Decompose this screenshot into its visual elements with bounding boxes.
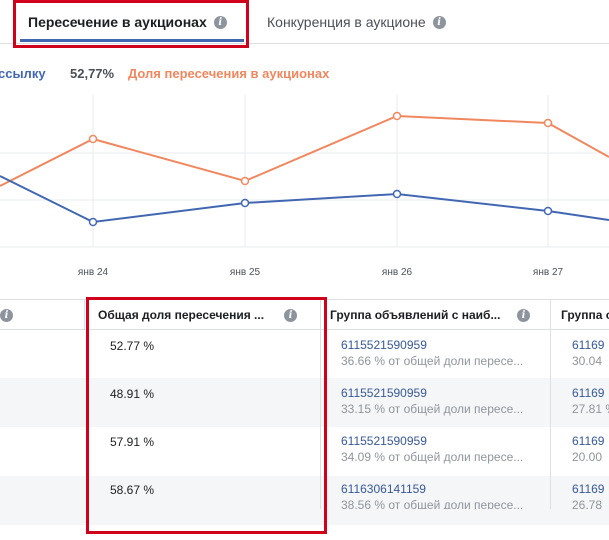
third-share-text: 20.00 [572, 450, 603, 464]
tab-auction-competition-label: Конкуренция в аукционе [267, 14, 426, 30]
adset-id-link[interactable]: 6115521590959 [341, 386, 427, 400]
column-header-total-overlap-label: Общая доля пересечения ... [98, 308, 265, 322]
series-line-orange [0, 114, 609, 187]
legend-blue-label: ссылку [0, 66, 46, 81]
series-points-orange [88, 111, 553, 186]
info-icon[interactable]: i [213, 15, 227, 29]
column-header-total-overlap[interactable]: Общая доля пересечения ... [98, 300, 308, 330]
column-divider [320, 299, 321, 509]
point-blue [240, 198, 250, 208]
x-tick-label: янв 25 [229, 267, 261, 278]
adset-share-text: 33.15 % от общей доли пересе... [341, 402, 524, 416]
column-header-top-adset[interactable]: Группа объявлений с наиб... [330, 300, 540, 330]
adset-id-link[interactable]: 6115521590959 [341, 434, 427, 448]
adset-share-text: 36.66 % от общей доли пересе... [341, 354, 524, 368]
adset-share-text: 38.56 % от общей доли пересе... [341, 498, 524, 509]
column-divider [84, 299, 85, 330]
legend-value: 52,77% [70, 66, 115, 81]
active-tab-underline [20, 39, 244, 42]
column-header-first[interactable]: i [0, 300, 20, 330]
info-icon[interactable]: i [284, 309, 297, 322]
table-header: i Общая доля пересечения ... i Группа об… [0, 299, 609, 330]
x-tick-label: янв 26 [381, 267, 413, 278]
column-header-third[interactable]: Группа о [561, 300, 609, 330]
data-table: i Общая доля пересечения ... i Группа об… [0, 299, 609, 525]
point-orange [392, 111, 402, 121]
third-share-text: 30.04 [572, 354, 603, 368]
x-tick-label: янв 27 [532, 267, 564, 278]
cell-total-overlap: 48.91 % [110, 387, 155, 401]
column-header-third-label: Группа о [561, 308, 609, 322]
cell-total-overlap: 58.67 % [110, 483, 155, 497]
adset-id-link[interactable]: 6116306141159 [341, 482, 426, 496]
table-row [0, 378, 609, 427]
line-chart [0, 95, 609, 248]
series-line-blue [0, 175, 609, 224]
adset-id-link[interactable]: 6115521590959 [341, 338, 427, 352]
info-icon[interactable]: i [432, 15, 446, 29]
point-orange [543, 118, 553, 128]
point-orange [240, 176, 250, 186]
point-blue [88, 217, 98, 227]
tab-auction-competition[interactable]: Конкуренция в аукционе i [267, 0, 446, 44]
tab-auction-overlap-label: Пересечение в аукционах [28, 14, 207, 30]
adset-share-text: 34.09 % от общей доли пересе... [341, 450, 524, 464]
point-blue [392, 189, 402, 199]
tab-auction-overlap[interactable]: Пересечение в аукционах i [28, 0, 227, 44]
tab-bar: Пересечение в аукционах i Конкуренция в … [0, 0, 609, 44]
third-share-text: 26.78 [572, 498, 603, 509]
table-row [0, 476, 609, 525]
x-tick-label: янв 24 [77, 267, 109, 278]
cell-total-overlap: 57.91 % [110, 435, 155, 449]
series-points-blue [88, 189, 553, 227]
point-blue [543, 206, 553, 216]
column-header-top-adset-label: Группа объявлений с наиб... [330, 308, 501, 322]
point-orange [88, 134, 98, 144]
third-share-text: 27.81 % [572, 402, 609, 416]
third-id-link[interactable]: 61169 [572, 386, 605, 400]
third-id-link[interactable]: 61169 [572, 338, 605, 352]
info-icon[interactable]: i [0, 308, 13, 322]
third-id-link[interactable]: 61169 [572, 482, 605, 496]
third-id-link[interactable]: 61169 [572, 434, 605, 448]
column-divider [550, 299, 551, 509]
info-icon[interactable]: i [517, 309, 530, 322]
legend-orange-label: Доля пересечения в аукционах [128, 66, 330, 81]
cell-total-overlap: 52.77 % [110, 339, 155, 353]
